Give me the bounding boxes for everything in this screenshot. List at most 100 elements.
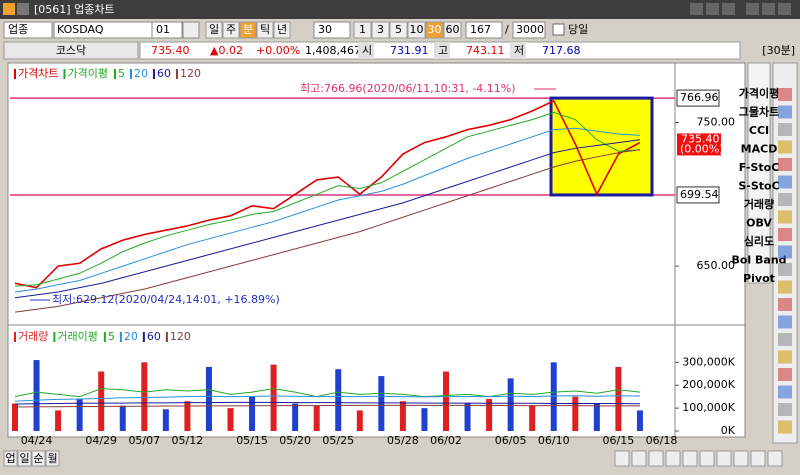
footer-button[interactable] [31, 450, 46, 467]
indicator-button[interactable]: MACD [741, 143, 778, 156]
tool-icon[interactable] [778, 175, 792, 189]
indicator-button[interactable]: 가격이평 [739, 86, 779, 100]
period-button[interactable] [205, 21, 223, 39]
volume-bar [335, 369, 342, 431]
today-label: 당일 [568, 22, 588, 36]
indicator-button[interactable]: CCI [749, 124, 769, 137]
tool-icon[interactable] [778, 280, 792, 294]
indicator-button[interactable]: F-StoC [739, 161, 780, 174]
volume-bar [421, 408, 428, 431]
separator: / [505, 23, 509, 36]
tool-icon[interactable] [778, 158, 792, 171]
max-count: 3000 [516, 23, 544, 36]
period-label: 일 [209, 22, 219, 36]
quote-low: 717.68 [542, 44, 581, 57]
interval-button[interactable] [443, 21, 462, 39]
period-button[interactable] [273, 21, 291, 39]
nav-icon[interactable] [614, 450, 630, 467]
legend-swatch [152, 69, 155, 79]
indicator-button[interactable]: 그물차트 [739, 105, 779, 119]
tool-icon[interactable] [778, 315, 792, 329]
interval-button[interactable] [425, 21, 444, 39]
market-select[interactable] [3, 21, 53, 39]
close-button[interactable] [778, 3, 791, 15]
interval-button[interactable] [371, 21, 390, 39]
period-label: 년 [277, 23, 287, 36]
code-input[interactable] [151, 21, 183, 39]
series-line [14, 111, 640, 287]
max-count-input[interactable] [512, 21, 546, 39]
search-button[interactable] [182, 21, 200, 39]
nav-icon[interactable] [750, 450, 766, 467]
x-tick-label: 06/18 [646, 434, 678, 447]
x-tick-label: 05/07 [128, 434, 160, 447]
interval-button[interactable] [389, 21, 408, 39]
series-line [14, 395, 640, 402]
level-label: 699.54 [680, 188, 719, 201]
series-line [14, 401, 640, 405]
tool-icon[interactable] [778, 193, 792, 206]
y-tick-label: 0K [721, 424, 736, 437]
volume-bar [184, 401, 191, 431]
open-label: 시 [362, 44, 372, 57]
x-tick-label: 05/25 [322, 434, 354, 447]
indicator-button[interactable]: Bol Band [731, 254, 786, 267]
legend-swatch [142, 332, 145, 342]
tool-icon[interactable] [778, 368, 792, 381]
maximize-button[interactable] [762, 3, 775, 15]
interval-label: 30 [428, 23, 442, 36]
today-checkbox[interactable] [552, 23, 565, 36]
volume-bar [593, 403, 600, 431]
period-button[interactable] [222, 21, 240, 39]
footer-button[interactable] [17, 450, 32, 467]
indicator-button[interactable]: 심리도 [744, 234, 774, 248]
nav-icon[interactable] [716, 450, 732, 467]
interval-button[interactable] [407, 21, 426, 39]
tool-icon[interactable] [778, 105, 792, 119]
nav-icon[interactable] [733, 450, 749, 467]
period-button[interactable] [256, 21, 274, 39]
interval: 30 [318, 23, 332, 36]
minimize-button[interactable] [746, 3, 759, 15]
legend-swatch [119, 332, 122, 342]
footer-button[interactable] [45, 450, 60, 467]
tool-icon[interactable] [778, 263, 792, 276]
tool-icon[interactable] [778, 123, 792, 136]
series-line [14, 139, 641, 299]
tool-icon[interactable] [778, 210, 792, 224]
indicator-button[interactable]: OBV [746, 217, 772, 230]
tool-icon[interactable] [778, 385, 792, 399]
nav-icon[interactable] [682, 450, 698, 467]
indicator-button[interactable]: Pivot [743, 272, 775, 285]
window-button[interactable] [722, 3, 735, 15]
nav-icon[interactable] [665, 450, 681, 467]
tool-icon[interactable] [778, 333, 792, 346]
nav-icon[interactable] [699, 450, 715, 467]
window-button[interactable] [706, 3, 719, 15]
indicator-button[interactable]: S-StoC [738, 180, 779, 193]
y-tick-label: 750.00 [697, 115, 736, 128]
help-icon[interactable] [17, 3, 29, 15]
count-input[interactable] [465, 21, 503, 39]
interval-select[interactable] [313, 21, 351, 39]
low-annotation: 최저:629.12(2020/04/24,14:01, +16.89%) [52, 293, 280, 306]
nav-icon[interactable] [631, 450, 647, 467]
indicator-button[interactable]: 거래량 [744, 197, 774, 211]
window-button[interactable] [690, 3, 703, 15]
period-button[interactable] [239, 21, 257, 39]
tool-icon[interactable] [778, 350, 792, 364]
series-line [14, 404, 640, 408]
tool-icon[interactable] [778, 403, 792, 416]
tool-icon[interactable] [778, 420, 792, 434]
interval-button[interactable] [353, 21, 372, 39]
title-bar [0, 0, 800, 19]
tool-icon[interactable] [778, 298, 792, 311]
nav-icon[interactable] [767, 450, 783, 467]
tool-icon[interactable] [778, 140, 792, 154]
nav-icon[interactable] [648, 450, 664, 467]
tool-icon[interactable] [778, 228, 792, 241]
y-tick-label: 100,000K [682, 401, 735, 414]
tool-icon[interactable] [778, 88, 792, 101]
footer-button[interactable] [3, 450, 18, 467]
tool-icon[interactable] [778, 245, 792, 259]
